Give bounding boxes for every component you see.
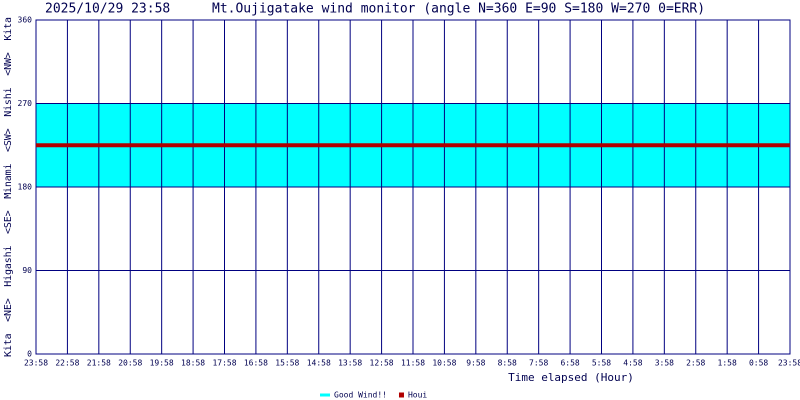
x-tick-label: 6:58 <box>560 359 579 368</box>
x-tick-label: 23:58 <box>778 359 800 368</box>
x-tick-label: 5:58 <box>592 359 611 368</box>
x-tick-label: 9:58 <box>466 359 485 368</box>
x-tick-label: 8:58 <box>498 359 517 368</box>
legend-label: Houi <box>408 391 427 400</box>
x-tick-label: 17:58 <box>212 359 236 368</box>
x-tick-label: 1:58 <box>718 359 737 368</box>
x-tick-label: 0:58 <box>749 359 768 368</box>
x-tick-label: 15:58 <box>275 359 299 368</box>
x-tick-label: 22:58 <box>55 359 79 368</box>
x-tick-label: 21:58 <box>87 359 111 368</box>
x-tick-label: 14:58 <box>307 359 331 368</box>
x-tick-label: 7:58 <box>529 359 548 368</box>
y-tick-label: 180 <box>18 183 33 192</box>
x-tick-label: 11:58 <box>401 359 425 368</box>
x-tick-label: 23:58 <box>24 359 48 368</box>
x-axis-label: Time elapsed (Hour) <box>508 371 634 384</box>
x-tick-label: 13:58 <box>338 359 362 368</box>
legend-swatch <box>320 393 330 397</box>
x-tick-label: 4:58 <box>623 359 642 368</box>
y-tick-label: 270 <box>18 99 33 108</box>
y-axis-label: Kita <NE> Higashi <SE> Minami <SW> Nishi… <box>3 17 14 357</box>
y-tick-label: 0 <box>27 350 32 359</box>
chart-title: Mt.Oujigatake wind monitor (angle N=360 … <box>212 2 705 17</box>
x-tick-label: 16:58 <box>244 359 268 368</box>
legend-label: Good Wind!! <box>334 391 387 400</box>
plot-border <box>35 19 791 355</box>
x-tick-label: 2:58 <box>686 359 705 368</box>
legend-swatch <box>398 392 404 398</box>
x-tick-label: 19:58 <box>150 359 174 368</box>
y-tick-label: 90 <box>22 266 32 275</box>
y-tick-label: 360 <box>18 16 33 25</box>
x-tick-label: 3:58 <box>655 359 674 368</box>
x-tick-label: 20:58 <box>118 359 142 368</box>
timestamp: 2025/10/29 23:58 <box>45 2 170 17</box>
x-tick-label: 18:58 <box>181 359 205 368</box>
x-tick-label: 12:58 <box>370 359 394 368</box>
x-tick-label: 10:58 <box>432 359 456 368</box>
